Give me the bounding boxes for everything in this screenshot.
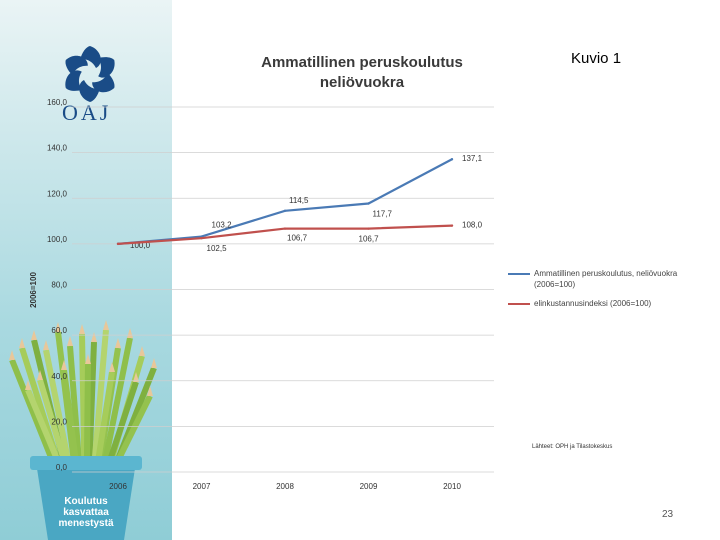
y-tick-label: 160,0 — [47, 98, 68, 107]
data-label: 102,5 — [207, 244, 228, 253]
x-tick-label: 2008 — [276, 482, 294, 491]
pencil-tip — [61, 360, 67, 370]
x-tick-label: 2010 — [443, 482, 461, 491]
pencil-tip — [19, 338, 25, 348]
chart-title-line: neliövuokra — [319, 74, 405, 91]
pencil-tip — [91, 332, 97, 342]
y-tick-label: 80,0 — [51, 281, 67, 290]
pencil-shape — [90, 320, 109, 481]
flower-pot — [36, 462, 136, 540]
pencil-tip — [109, 362, 115, 372]
legend-label: (2006=100) — [534, 280, 576, 289]
data-point — [283, 227, 287, 230]
oaj-logo-icon — [65, 46, 115, 102]
data-label: 108,0 — [462, 221, 483, 230]
x-tick-label: 2009 — [360, 482, 378, 491]
data-label: 106,7 — [359, 235, 380, 244]
data-label: 137,1 — [462, 154, 483, 163]
pencil-tip — [151, 358, 157, 368]
pencil-tip — [103, 320, 109, 330]
pencil-tip — [67, 336, 73, 346]
chart-title-line: Ammatillinen peruskoulutus — [261, 54, 463, 71]
legend-swatch — [508, 303, 530, 305]
data-point — [116, 242, 120, 246]
chart-legend: Ammatillinen peruskoulutus, neliövuokra (… — [508, 268, 708, 317]
page-number: 23 — [662, 509, 674, 520]
pencil-tip — [43, 340, 49, 350]
legend-swatch — [508, 273, 530, 275]
pencil-tip — [79, 324, 85, 334]
data-point — [283, 209, 287, 212]
y-tick-label: 0,0 — [56, 463, 68, 472]
x-tick-label: 2007 — [193, 482, 211, 491]
legend-label: elinkustannusindeksi (2006=100) — [534, 299, 652, 308]
pencil-tip — [37, 370, 43, 380]
data-point — [200, 236, 203, 240]
pencil-tip — [9, 350, 15, 360]
source-note: Lähteet: OPH ja Tilastokeskus — [532, 444, 613, 450]
pencil-tip — [55, 322, 61, 332]
pencil-tip — [85, 354, 91, 364]
figure-label: Kuvio 1 — [571, 50, 622, 67]
data-label: 106,7 — [287, 234, 308, 243]
pencil-tip — [133, 372, 139, 382]
y-tick-label: 60,0 — [51, 326, 67, 335]
data-point — [367, 227, 370, 230]
pencil-tip — [139, 346, 145, 356]
data-label: 117,7 — [373, 209, 393, 218]
pencil-body — [90, 329, 109, 481]
data-label: 114,5 — [289, 196, 309, 205]
pot-slogan-line: kasvattaa — [63, 507, 109, 518]
data-label: 103,2 — [212, 221, 233, 230]
sidebar-decoration: OAJ Koulutus kasvattaa menestystä — [0, 0, 172, 540]
y-axis-label: 2006=100 — [29, 272, 38, 308]
y-tick-label: 40,0 — [51, 372, 67, 381]
data-point — [367, 202, 370, 205]
pencil-tip — [25, 380, 31, 390]
x-tick-label: 2006 — [109, 482, 127, 491]
data-point — [450, 158, 454, 161]
flower-pot-rim — [30, 456, 142, 470]
legend-label: Ammatillinen peruskoulutus, neliövuokra — [534, 269, 678, 278]
pencil-tip — [31, 330, 37, 340]
y-tick-label: 20,0 — [51, 417, 67, 426]
legend-item: elinkustannusindeksi (2006=100) — [508, 298, 708, 309]
data-point — [450, 224, 454, 227]
pot-slogan-line: menestystä — [58, 518, 114, 529]
y-tick-label: 140,0 — [47, 144, 68, 153]
y-tick-label: 120,0 — [47, 189, 68, 198]
pot-slogan: Koulutus kasvattaa menestystä — [46, 496, 126, 529]
data-label: 100,0 — [130, 241, 151, 250]
pencil-tip — [147, 386, 153, 396]
pencil-tip — [115, 338, 121, 348]
legend-item: Ammatillinen peruskoulutus, neliövuokra (… — [508, 268, 708, 290]
y-tick-label: 100,0 — [47, 235, 68, 244]
chart-title: Ammatillinen peruskoulutus neliövuokra — [232, 53, 492, 93]
pot-slogan-line: Koulutus — [64, 496, 108, 507]
pencil-pot-illustration — [9, 320, 157, 540]
logo-text: OAJ — [62, 100, 111, 126]
